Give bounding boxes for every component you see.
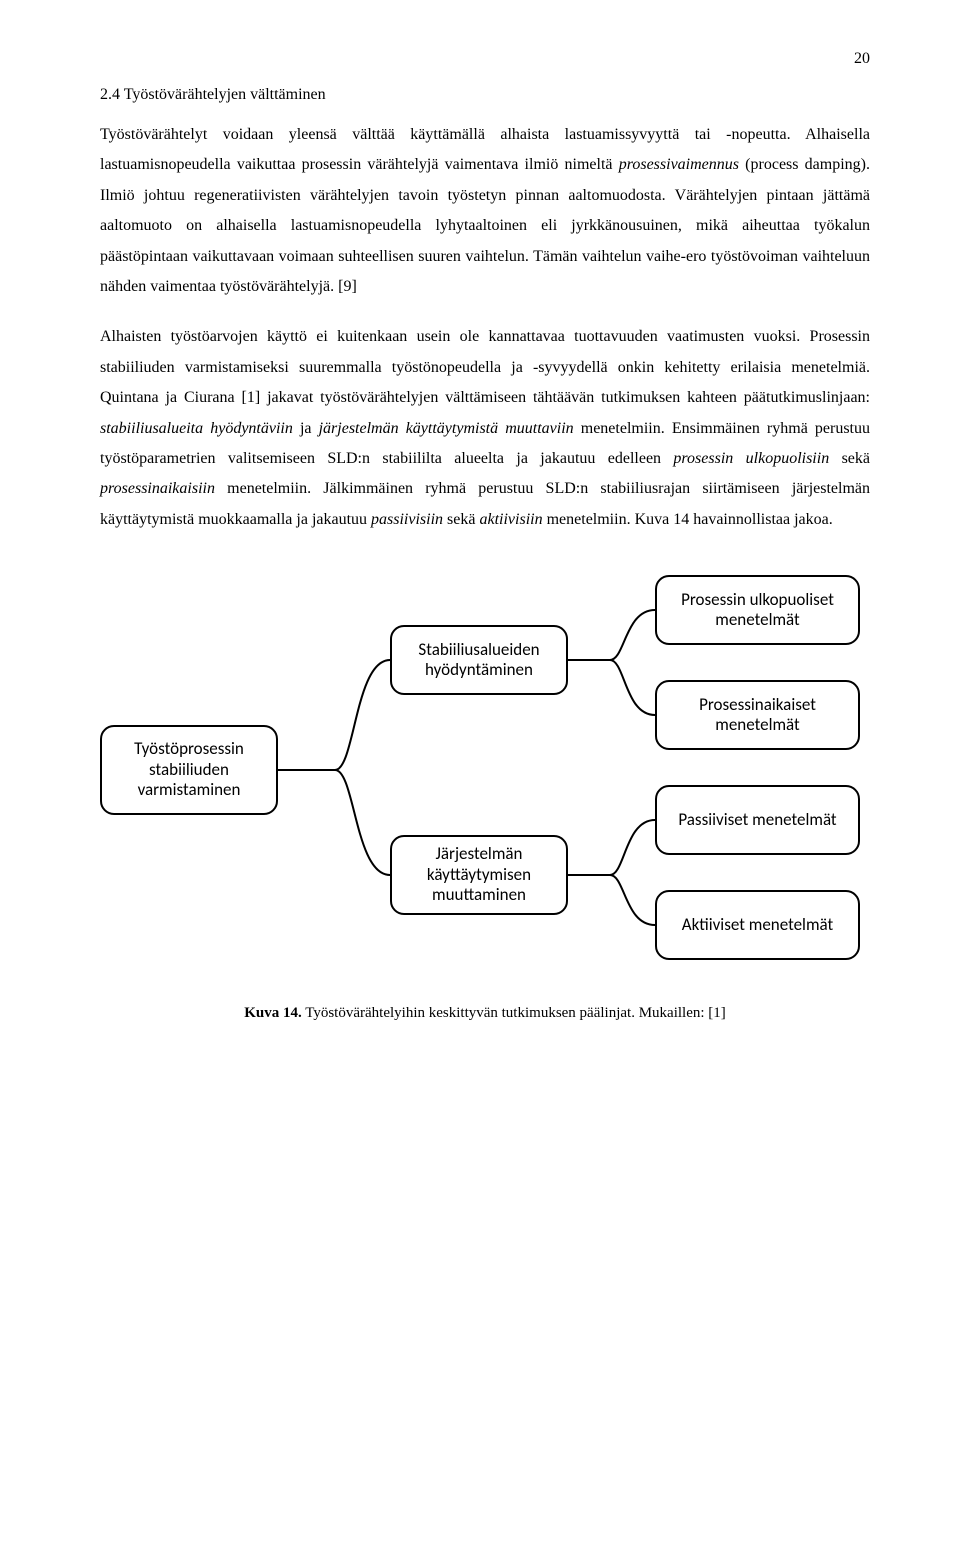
p2-c: ja (293, 420, 319, 437)
p2-m: menetelmiin. Kuva 14 havainnollistaa jak… (543, 511, 833, 528)
p2-j: passiivisiin (371, 511, 443, 528)
tree-diagram: Työstöprosessin stabiiliuden varmistamin… (100, 555, 870, 985)
p2-d: järjestelmän käyttäytymistä muuttaviin (319, 420, 574, 437)
p1-text-c: (process damping). Ilmiö johtuu regenera… (100, 156, 870, 295)
p2-g: sekä (829, 450, 870, 467)
p2-f: prosessin ulkopuolisiin (673, 450, 829, 467)
node-leaf-1: Prosessin ulkopuoliset menetelmät (655, 575, 860, 645)
caption-label: Kuva 14. (244, 1005, 302, 1021)
figure-caption: Kuva 14. Työstövärähtelyihin keskittyvän… (100, 1005, 870, 1022)
p2-h: prosessinaikaisiin (100, 480, 215, 497)
node-leaf-4: Aktiiviset menetelmät (655, 890, 860, 960)
section-heading: 2.4 Työstövärähtelyjen välttäminen (100, 86, 870, 104)
p1-italic-term: prosessivaimennus (619, 156, 739, 173)
node-root: Työstöprosessin stabiiliuden varmistamin… (100, 725, 278, 815)
node-leaf-3: Passiiviset menetelmät (655, 785, 860, 855)
p2-k: sekä (443, 511, 479, 528)
paragraph-1: Työstövärähtelyt voidaan yleensä välttää… (100, 120, 870, 302)
p2-l: aktiivisiin (479, 511, 542, 528)
node-mid-1: Stabiiliusalueiden hyödyntäminen (390, 625, 568, 695)
node-leaf-2: Prosessinaikaiset menetelmät (655, 680, 860, 750)
p2-b: stabiiliusalueita hyödyntäviin (100, 420, 293, 437)
p2-a: Alhaisten työstöarvojen käyttö ei kuiten… (100, 328, 870, 406)
page-number: 20 (100, 50, 870, 68)
node-mid-2: Järjestelmän käyttäytymisen muuttaminen (390, 835, 568, 915)
caption-text: Työstövärähtelyihin keskittyvän tutkimuk… (302, 1005, 726, 1021)
paragraph-2: Alhaisten työstöarvojen käyttö ei kuiten… (100, 322, 870, 535)
